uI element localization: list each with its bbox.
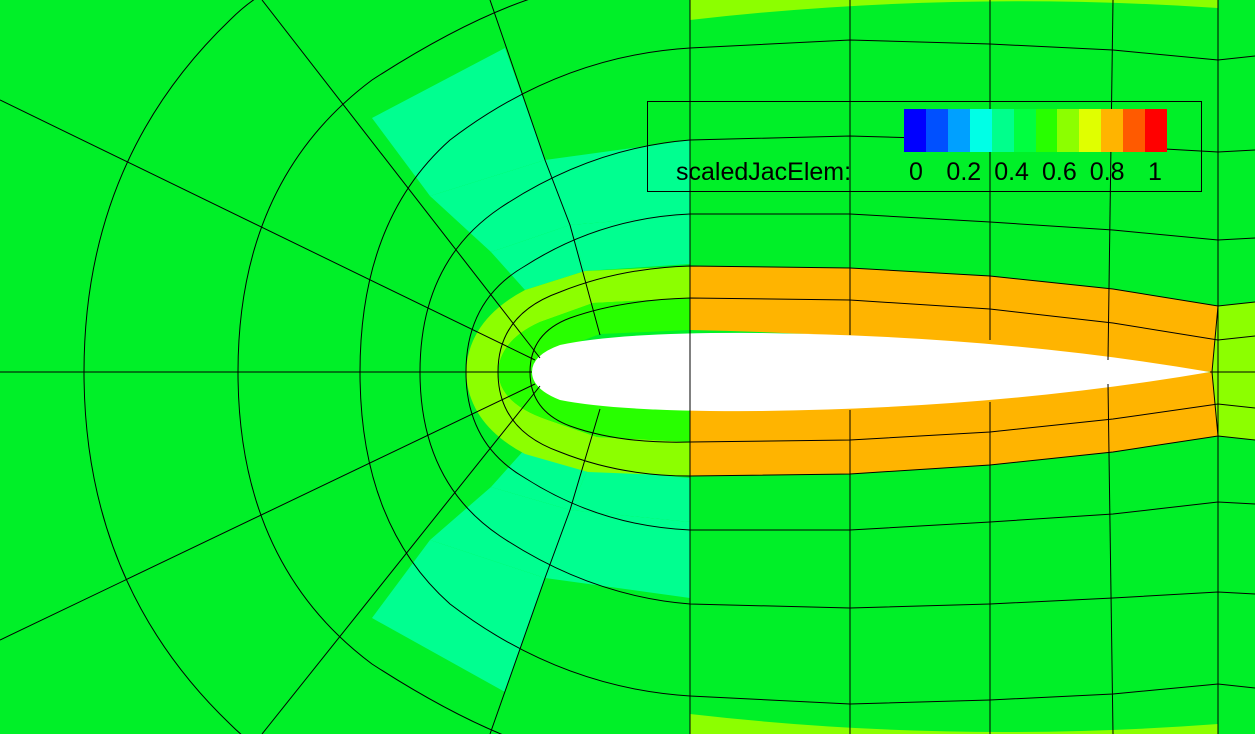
colorbar-swatch [925, 109, 948, 152]
cell-lower-cyan-5 [570, 469, 690, 522]
colorbar-swatch [1101, 109, 1124, 152]
column-pale-bottom [690, 714, 1218, 734]
cell-upper-cyan-5 [570, 215, 690, 271]
cell-lower-cyan [372, 540, 545, 692]
legend-tick-label: 0.8 [1089, 158, 1125, 186]
legend-tick-label: 1 [1148, 158, 1162, 186]
cell-lower-cyan-3 [545, 510, 690, 598]
cell-upper-cyan-3 [545, 140, 690, 225]
band-pale-lower-left [466, 372, 690, 476]
band-orange-lower [690, 372, 1218, 476]
airfoil-shape [532, 332, 1210, 412]
legend-title: scaledJacElem: [676, 158, 852, 186]
cell-lower-cyan-2 [430, 487, 570, 578]
colorbar-swatch [1035, 109, 1058, 152]
legend: scaledJacElem: 0 0.2 0.4 0.6 0.8 1 [647, 101, 1202, 192]
colorbar-swatch [991, 109, 1014, 152]
legend-colorbar [904, 109, 1168, 152]
trailing-pale-right [1212, 302, 1255, 440]
band-orange-upper [690, 266, 1218, 372]
legend-tick-label: 0.4 [994, 158, 1029, 186]
legend-tick-label: 0 [909, 158, 923, 186]
cell-upper-cyan-2 [430, 160, 570, 252]
cell-outer-upper-cyan [372, 48, 545, 196]
legend-tick-label: 0.2 [946, 158, 982, 186]
legend-tick-label: 0.6 [1042, 158, 1077, 186]
colorbar-swatch [904, 109, 926, 152]
colorbar-swatch [1123, 109, 1146, 152]
colorbar-swatch [1013, 109, 1036, 152]
colorbar-swatch [1079, 109, 1102, 152]
colorbar-swatch [1145, 109, 1168, 152]
colorbar-swatch [969, 109, 992, 152]
column-pale-top [690, 0, 1218, 20]
band-pale-upper-left [466, 266, 690, 372]
colorbar-swatch [1057, 109, 1080, 152]
cell-fills [372, 0, 1255, 734]
colorbar-swatch [947, 109, 970, 152]
